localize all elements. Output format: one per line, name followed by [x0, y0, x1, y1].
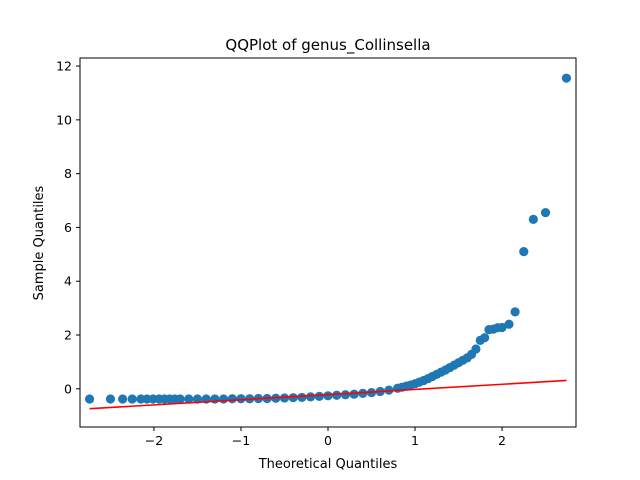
- data-point: [384, 385, 394, 395]
- data-point: [192, 394, 203, 404]
- data-point: [127, 394, 137, 404]
- x-tick-label: 1: [411, 433, 419, 448]
- data-point: [306, 392, 316, 402]
- data-point: [504, 319, 514, 329]
- data-point: [84, 394, 95, 404]
- data-point: [497, 322, 507, 333]
- data-point: [540, 208, 551, 218]
- y-tick-label: 12: [56, 59, 72, 74]
- reference-line: [89, 379, 567, 410]
- x-tick-label: 0: [324, 433, 332, 448]
- marks-layer: [84, 73, 572, 410]
- chart-title: QQPlot of genus_Collinsella: [225, 36, 430, 55]
- data-point: [471, 344, 481, 354]
- y-tick-label: 0: [64, 381, 72, 396]
- data-point: [175, 394, 185, 404]
- data-point: [184, 394, 194, 404]
- data-point: [105, 394, 116, 404]
- y-tick-label: 4: [64, 274, 72, 289]
- data-point: [349, 389, 359, 399]
- data-point: [332, 390, 342, 400]
- y-tick-label: 8: [64, 166, 72, 181]
- x-axis-label: Theoretical Quantiles: [258, 457, 398, 472]
- data-point: [480, 333, 490, 343]
- data-point: [297, 392, 307, 403]
- y-tick-label: 2: [64, 328, 72, 343]
- data-point: [519, 247, 529, 257]
- data-point: [227, 394, 237, 404]
- y-tick-label: 6: [64, 220, 72, 235]
- data-point: [236, 394, 246, 404]
- data-point: [561, 73, 572, 83]
- y-axis-label: Sample Quantiles: [32, 185, 47, 300]
- data-point: [288, 393, 298, 403]
- data-point: [314, 391, 324, 401]
- y-tick-label: 10: [56, 112, 72, 127]
- data-point: [118, 394, 128, 404]
- data-point: [323, 391, 333, 401]
- x-tick-label: 2: [498, 433, 506, 448]
- data-point: [358, 388, 368, 398]
- data-point: [528, 214, 538, 224]
- data-point: [510, 307, 520, 317]
- x-tick-label: −1: [232, 433, 250, 448]
- data-point: [218, 394, 229, 404]
- x-tick-label: −2: [145, 433, 163, 448]
- data-point: [340, 390, 350, 400]
